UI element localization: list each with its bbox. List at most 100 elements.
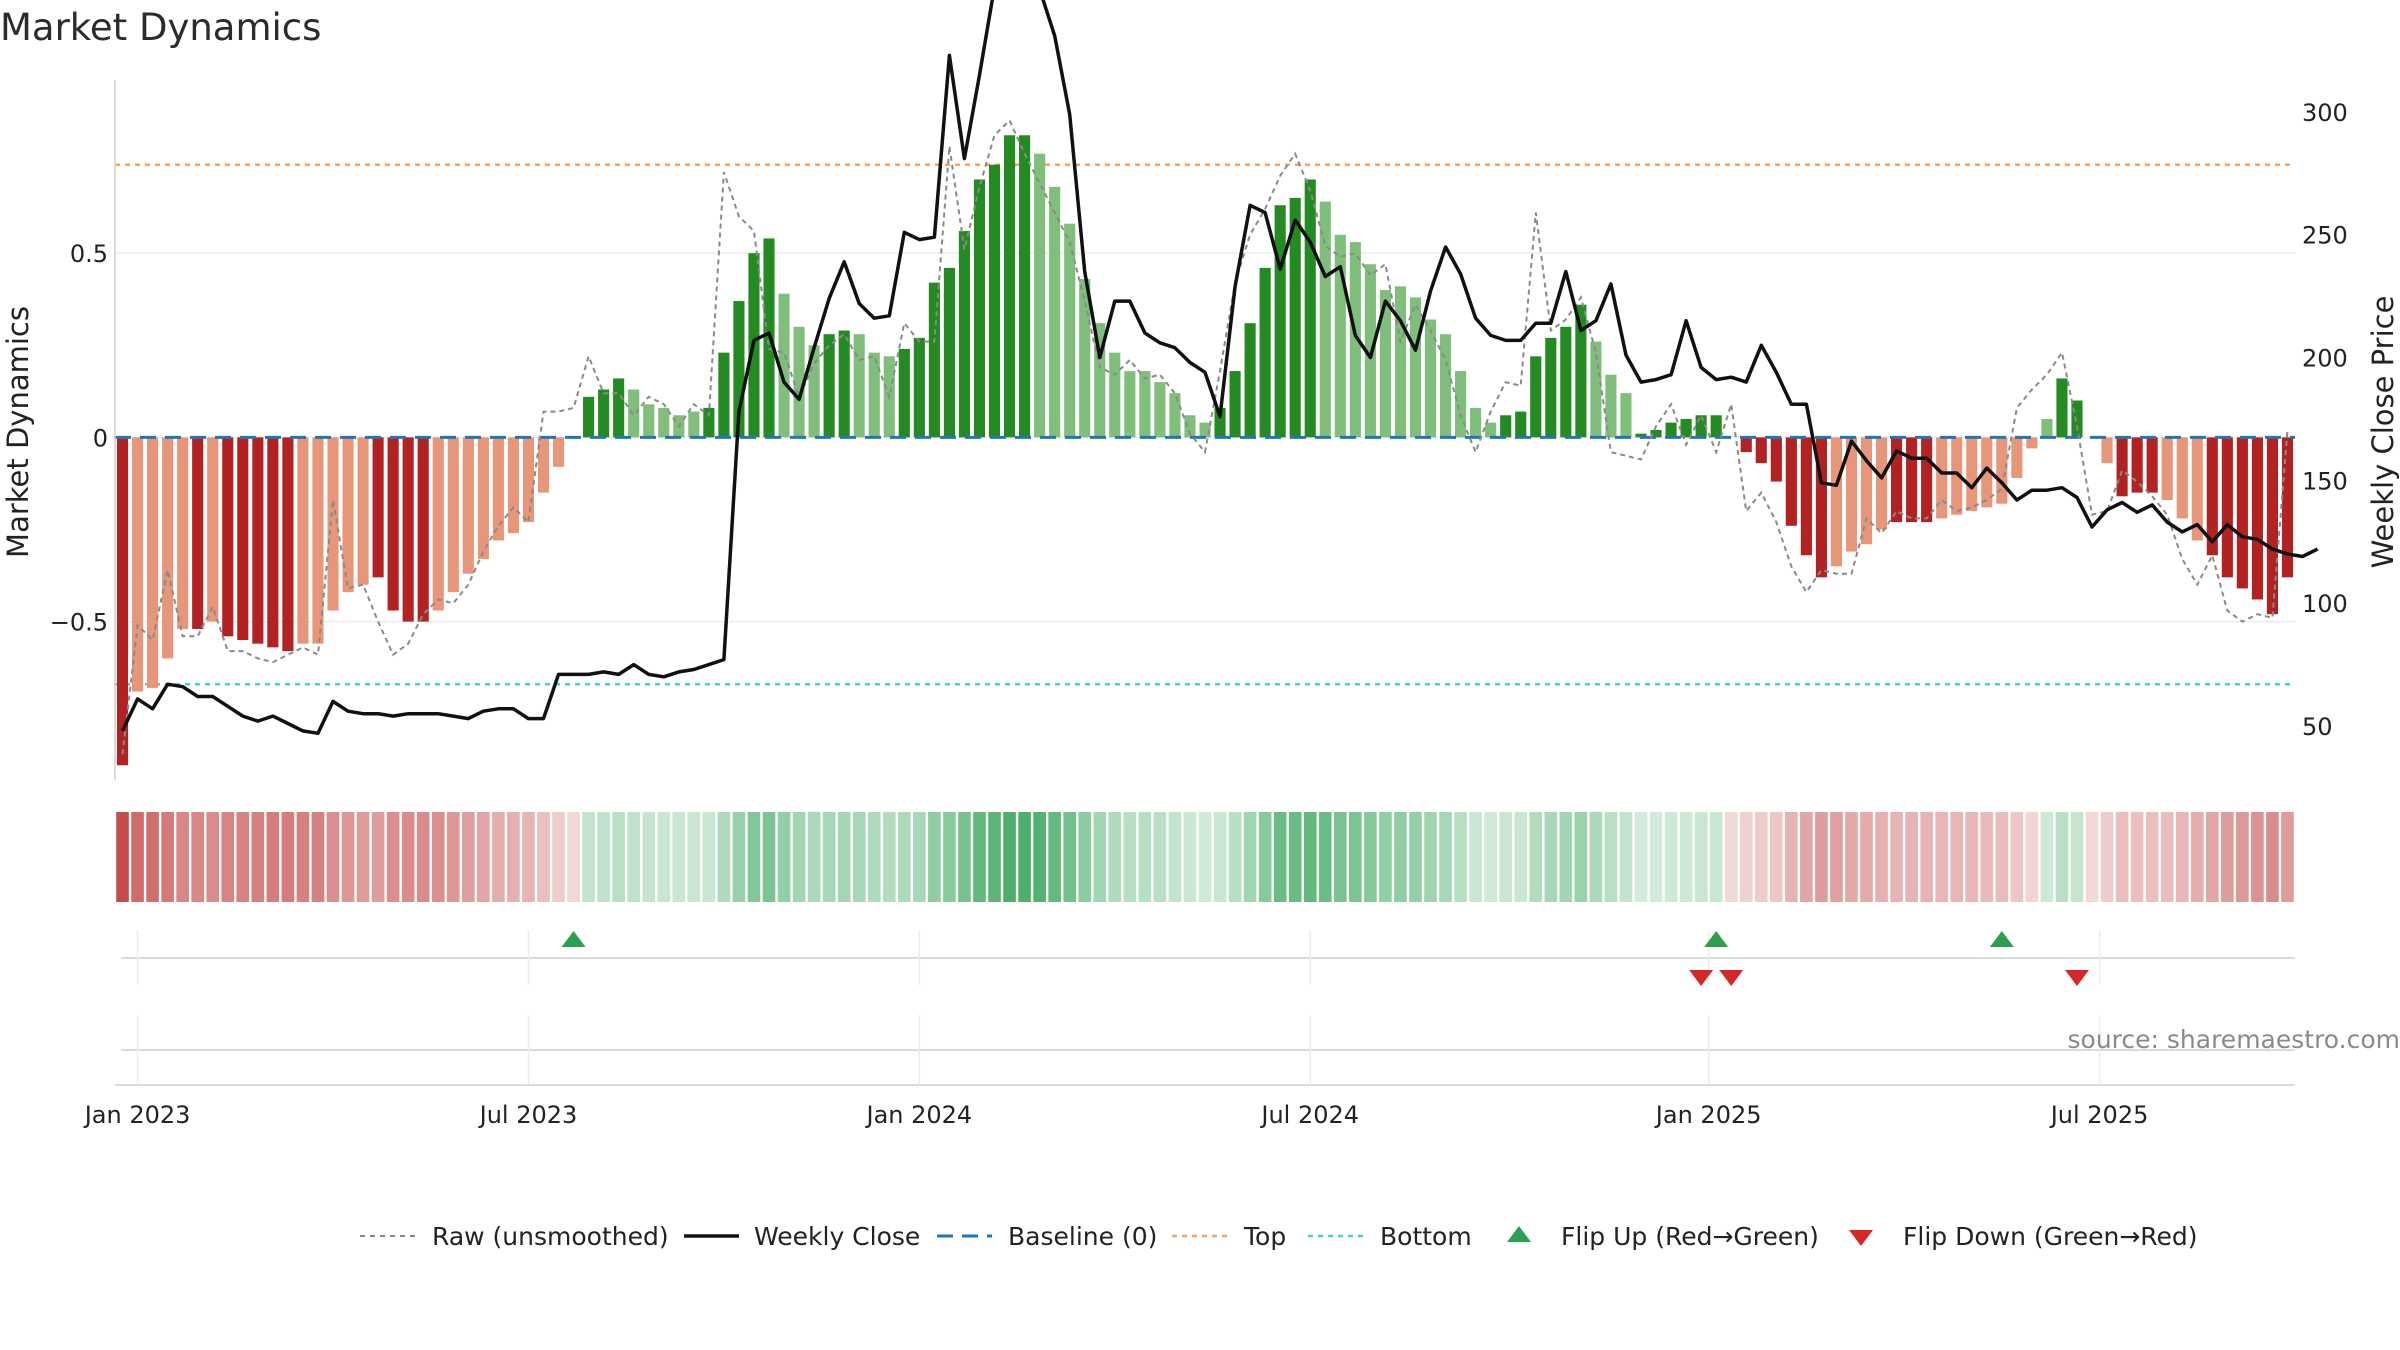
dynamics-bar — [2101, 437, 2113, 464]
regime-cell — [206, 812, 220, 902]
dynamics-bar — [432, 437, 444, 611]
dynamics-bar — [147, 437, 159, 688]
regime-cell — [1980, 812, 1994, 902]
regime-cell — [1093, 812, 1107, 902]
legend-top-label: Top — [1243, 1222, 1286, 1251]
regime-cell — [1544, 812, 1558, 902]
x-tick-label: Jan 2023 — [83, 1101, 191, 1129]
dynamics-bar — [988, 164, 1001, 438]
regime-cell — [1409, 812, 1422, 902]
regime-cell — [2145, 812, 2159, 902]
regime-cell — [1589, 812, 1603, 902]
dynamics-bar — [733, 301, 745, 438]
dynamics-bar — [1049, 186, 1061, 438]
dynamics-bar — [1349, 242, 1361, 438]
regime-cell — [732, 812, 746, 902]
dynamics-bar — [913, 337, 925, 438]
regime-cell — [1619, 812, 1633, 902]
dynamics-bar — [1921, 437, 1933, 523]
regime-cell — [777, 812, 791, 902]
regime-cell — [1258, 812, 1272, 902]
regime-cell — [1018, 812, 1031, 902]
regime-cell — [1965, 812, 1979, 902]
dynamics-bar — [2116, 437, 2128, 497]
empty-panel — [115, 1015, 2295, 1086]
dynamics-bar — [1815, 437, 1827, 578]
regime-cell — [296, 812, 310, 902]
dynamics-bar — [823, 334, 835, 438]
regime-cell — [386, 812, 400, 902]
dynamics-bar — [1740, 437, 1752, 453]
regime-cell — [1800, 812, 1813, 902]
legend-raw-label: Raw (unsmoothed) — [432, 1222, 669, 1251]
regime-cell — [2205, 812, 2219, 902]
dynamics-bar — [342, 437, 354, 593]
y2-tick-label: 150 — [2302, 467, 2348, 495]
dynamics-bar — [1289, 197, 1301, 438]
regime-cell — [1709, 812, 1723, 902]
regime-cell — [2040, 812, 2054, 902]
regime-cell — [1168, 812, 1182, 902]
regime-cell — [1830, 812, 1843, 902]
dynamics-bar — [1229, 371, 1241, 438]
raw-series-line — [121, 118, 2289, 755]
dynamics-bar — [1094, 323, 1106, 438]
regime-cell — [822, 812, 836, 902]
dynamics-bar — [1304, 179, 1316, 438]
dynamics-bar — [1034, 153, 1046, 438]
regime-cell — [1694, 812, 1708, 902]
regime-cell — [146, 812, 159, 902]
regime-cell — [191, 812, 205, 902]
flip-down-marker — [1719, 970, 1744, 986]
regime-cell — [131, 812, 144, 902]
regime-cell — [1138, 812, 1152, 902]
dynamics-bar — [583, 396, 595, 438]
regime-cell — [1649, 812, 1663, 902]
dynamics-bars — [116, 135, 2294, 766]
regime-cell — [1724, 812, 1738, 902]
regime-cell — [1063, 812, 1077, 902]
regime-cell — [1198, 812, 1212, 902]
legend-flip-down-label: Flip Down (Green→Red) — [1903, 1222, 2198, 1251]
weekly-close-line — [120, 0, 2319, 736]
dynamics-bar — [643, 404, 655, 438]
regime-cell — [612, 812, 625, 902]
regime-cell — [567, 812, 580, 902]
regime-cell — [1514, 812, 1528, 902]
x-tick-label: Jan 2024 — [864, 1101, 972, 1129]
regime-cell — [1574, 812, 1588, 902]
dynamics-bar — [1169, 393, 1181, 438]
dynamics-bar — [1244, 323, 1256, 438]
regime-cell — [236, 812, 250, 902]
regime-cell — [2100, 812, 2114, 902]
regime-cell — [837, 812, 851, 902]
regime-cell — [161, 812, 174, 902]
x-tick-label: Jul 2024 — [1259, 1101, 1359, 1129]
regime-cell — [1890, 812, 1903, 902]
dynamics-bar — [1485, 422, 1497, 438]
dynamics-bar — [1259, 267, 1271, 438]
dynamics-bar — [522, 437, 535, 523]
dynamics-bar — [808, 345, 820, 438]
source-note: source: sharemaestro.com — [2068, 1025, 2400, 1054]
regime-cell — [2266, 812, 2279, 902]
y-axis-title: Market Dynamics — [1, 306, 35, 558]
regime-cell — [492, 812, 505, 902]
regime-cell — [1860, 812, 1873, 902]
dynamics-bar — [1560, 326, 1572, 438]
regime-cell — [116, 812, 129, 902]
regime-cell — [702, 812, 716, 902]
dynamics-bar — [2236, 437, 2248, 589]
regime-cell — [341, 812, 355, 902]
dynamics-bar — [2266, 437, 2279, 615]
dynamics-bar — [1891, 437, 1903, 523]
regime-cell — [2221, 812, 2234, 902]
dynamics-bar — [1003, 135, 1016, 438]
regime-cell — [1905, 812, 1918, 902]
regime-cell — [988, 812, 1001, 902]
dynamics-bar — [327, 437, 339, 611]
regime-cell — [1273, 812, 1287, 902]
regime-cell — [1664, 812, 1678, 902]
dynamics-bar — [688, 411, 700, 438]
